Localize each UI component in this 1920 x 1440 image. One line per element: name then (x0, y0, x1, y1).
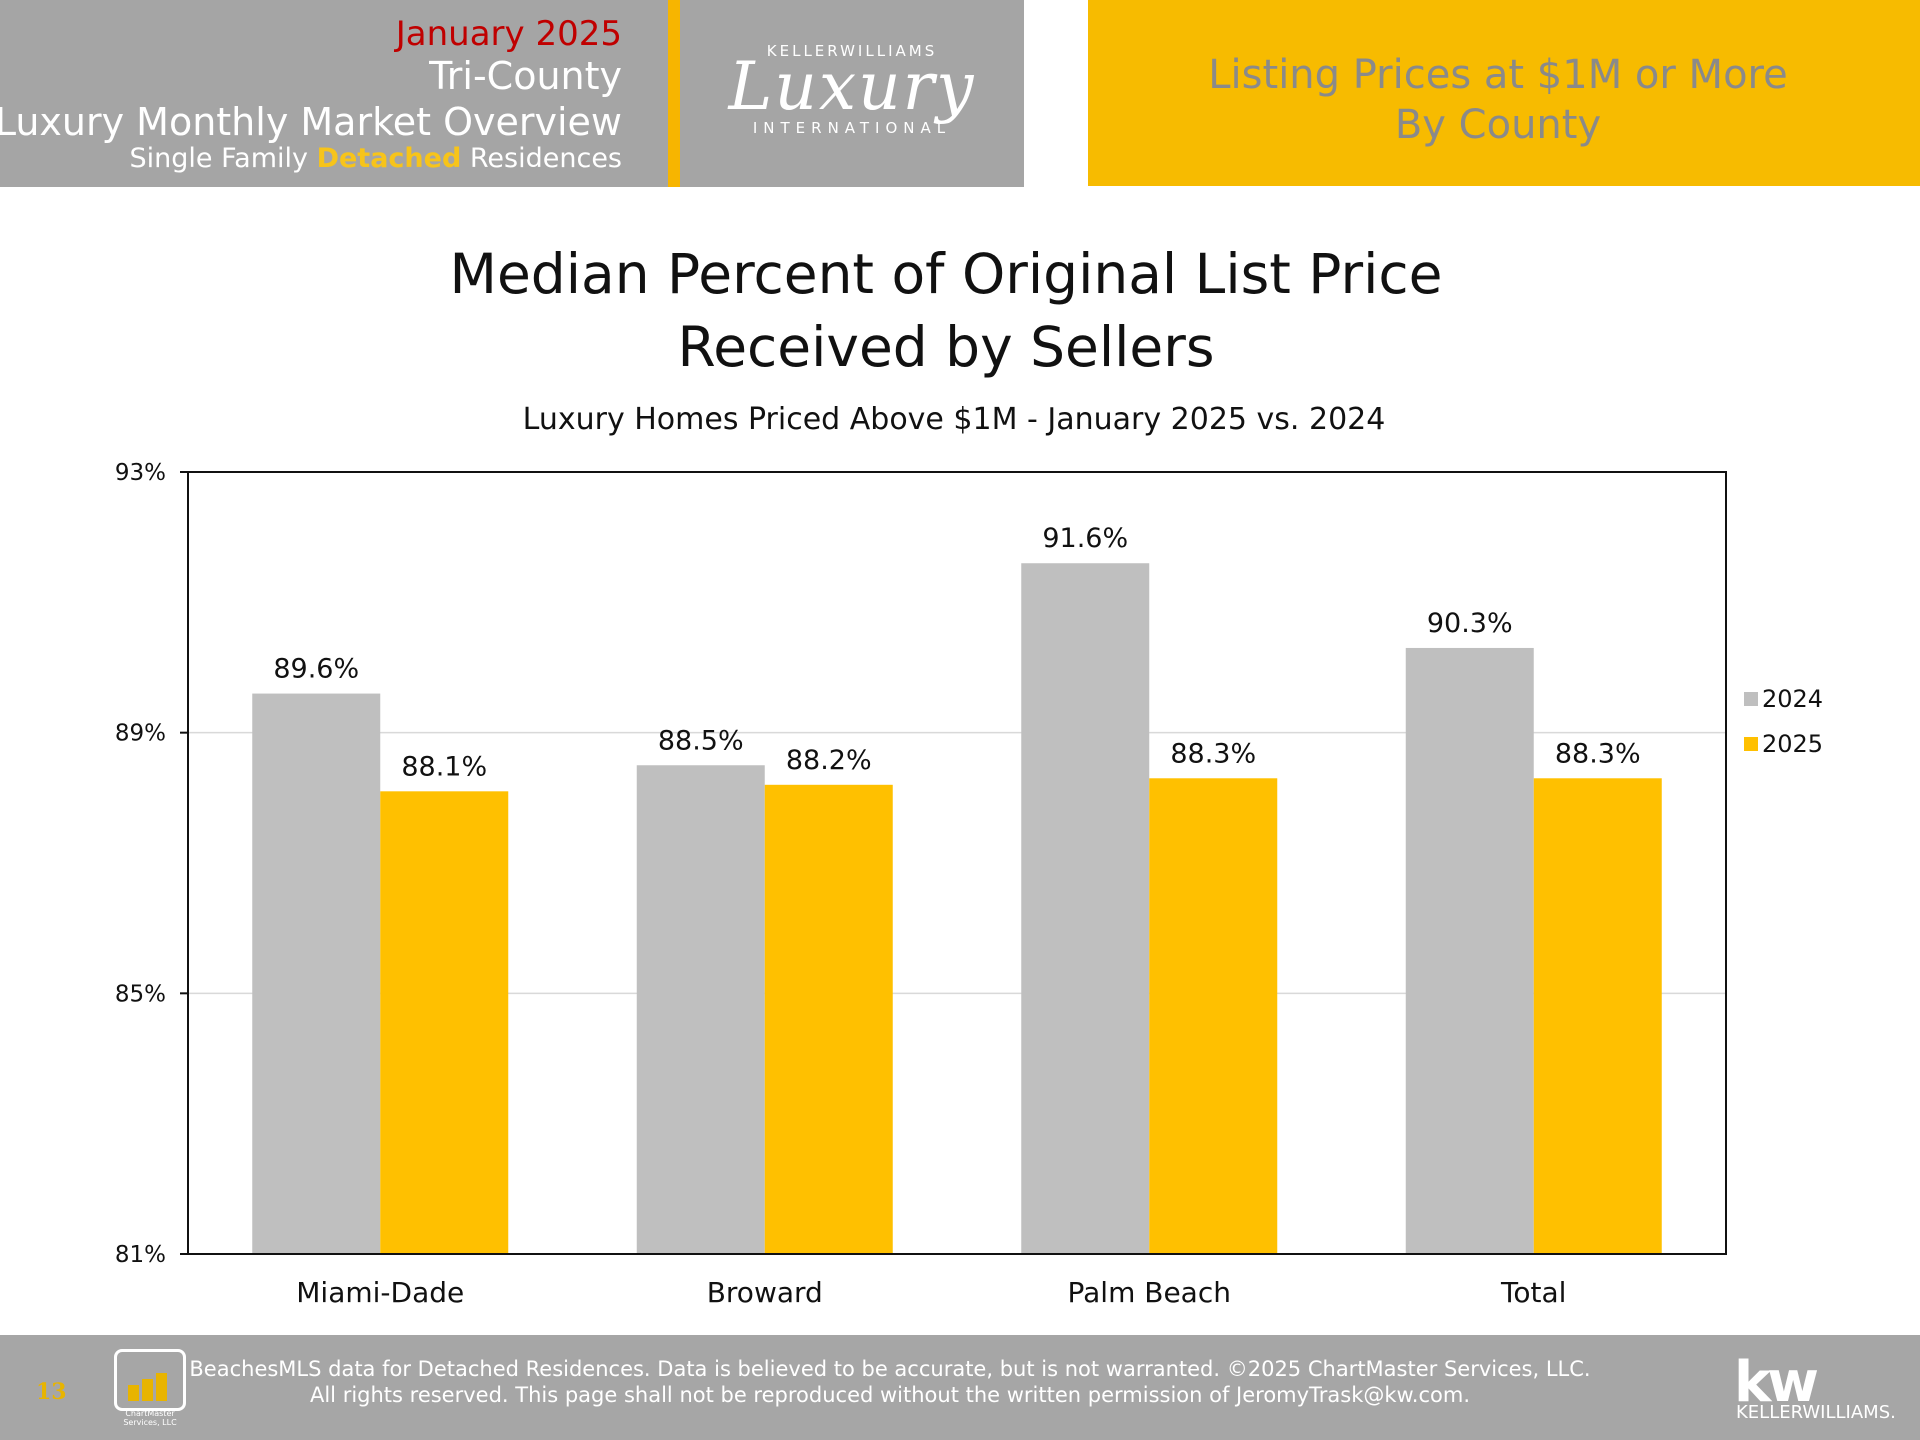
chart-title: Median Percent of Original List Price Re… (0, 238, 1892, 384)
data-label: 91.6% (1042, 523, 1128, 554)
data-label: 89.6% (273, 654, 359, 685)
chart-title-line1: Median Percent of Original List Price (449, 242, 1443, 306)
chartmaster-logo-icon (114, 1349, 186, 1411)
x-tick-label: Total (1500, 1276, 1566, 1309)
footer: 13 ChartMaster Services, LLC BeachesMLS … (0, 1335, 1920, 1440)
property-type-highlight: Detached (316, 143, 462, 174)
x-tick-label: Broward (707, 1276, 823, 1309)
chart-subtitle: Luxury Homes Priced Above $1M - January … (522, 402, 1386, 437)
y-tick-label: 93% (115, 460, 166, 486)
legend-swatch-2024 (1744, 692, 1758, 706)
logo-script-text: Luxury (728, 48, 976, 125)
logo-brand-text: KELLERWILLIAMS (766, 42, 938, 60)
bar-2024-Broward (636, 765, 765, 1254)
bar-2024-Miami-Dade (252, 693, 381, 1254)
data-label: 88.1% (401, 751, 487, 782)
property-type-suffix: Residences (461, 143, 622, 174)
data-label: 88.5% (658, 725, 744, 756)
data-label: 88.3% (1170, 738, 1256, 769)
bar-2025-Miami-Dade (380, 791, 509, 1254)
section-title-line1: Listing Prices at $1M or More (1208, 52, 1788, 98)
kw-luxury-logo: KELLERWILLIAMS Luxury INTERNATIONAL (680, 0, 1024, 187)
y-tick-label: 89% (115, 721, 166, 747)
bar-chart: 89.6% 88.5% 91.6% 90.3% 88.1% 88.2% 88.3% 88.3%… (115, 460, 1823, 1309)
bar-2025-Broward (764, 784, 893, 1254)
legend-label-2025: 2025 (1762, 730, 1823, 758)
chartmaster-logo-text: ChartMaster Services, LLC (123, 1409, 177, 1427)
property-type-prefix: Single Family (129, 143, 317, 174)
chart-title-line2: Received by Sellers (677, 315, 1215, 379)
report-overview-title: Luxury Monthly Market Overview (0, 100, 622, 144)
x-tick-label: Miami-Dade (296, 1276, 464, 1309)
section-title-line2: By County (1394, 102, 1602, 148)
y-tick-label: 85% (115, 981, 166, 1007)
footer-disclaimer-line1: BeachesMLS data for Detached Residences.… (189, 1357, 1591, 1381)
kw-brand-name: KELLERWILLIAMS. (1736, 1402, 1896, 1423)
bar-2024-Total (1405, 647, 1534, 1254)
legend-label-2024: 2024 (1762, 685, 1823, 713)
report-region: Tri-County (429, 54, 622, 98)
report-property-type: Single Family Detached Residences (130, 143, 622, 174)
logo-international-text: INTERNATIONAL (752, 119, 952, 137)
legend-swatch-2025 (1744, 737, 1758, 751)
bar-2025-Total (1533, 778, 1662, 1254)
bar-2025-Palm Beach (1149, 778, 1278, 1254)
data-label: 88.3% (1555, 738, 1641, 769)
footer-disclaimer-line2: All rights reserved. This page shall not… (309, 1383, 1471, 1407)
x-tick-label: Palm Beach (1068, 1276, 1231, 1309)
header-title-panel: January 2025 Tri-County Luxury Monthly M… (0, 0, 668, 187)
data-label: 90.3% (1427, 608, 1513, 639)
chartmaster-logo: ChartMaster Services, LLC (110, 1345, 192, 1429)
header-section-panel: Listing Prices at $1M or More By County (1088, 0, 1920, 186)
plot-area-border (187, 471, 1727, 1255)
bar-2024-Palm Beach (1021, 563, 1150, 1254)
data-label: 88.2% (786, 745, 872, 776)
header-accent-stripe (668, 0, 680, 187)
y-tick-label: 81% (115, 1242, 166, 1268)
page-number: 13 (36, 1379, 67, 1405)
kw-logo: kw (1734, 1350, 1819, 1415)
report-month: January 2025 (395, 14, 622, 54)
